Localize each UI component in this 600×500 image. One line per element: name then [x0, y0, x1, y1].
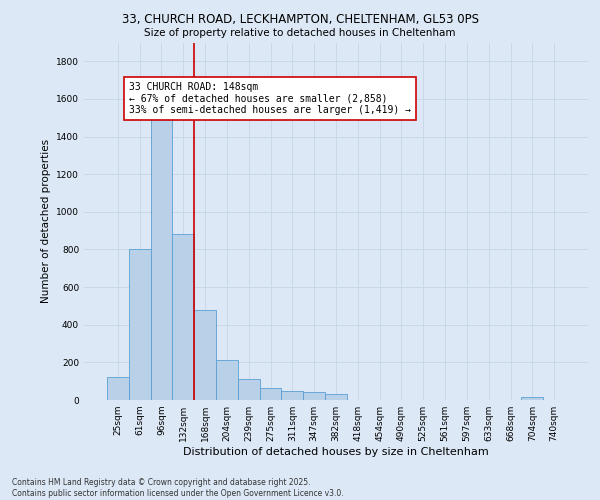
- Bar: [281, 390, 303, 400]
- Bar: [521, 397, 543, 400]
- Y-axis label: Number of detached properties: Number of detached properties: [41, 139, 50, 304]
- X-axis label: Distribution of detached houses by size in Cheltenham: Distribution of detached houses by size …: [183, 447, 489, 457]
- Bar: [238, 380, 260, 400]
- Bar: [216, 360, 238, 400]
- Text: 33, CHURCH ROAD, LECKHAMPTON, CHELTENHAM, GL53 0PS: 33, CHURCH ROAD, LECKHAMPTON, CHELTENHAM…: [121, 12, 479, 26]
- Bar: [303, 392, 325, 400]
- Text: Contains HM Land Registry data © Crown copyright and database right 2025.
Contai: Contains HM Land Registry data © Crown c…: [12, 478, 344, 498]
- Text: 33 CHURCH ROAD: 148sqm
← 67% of detached houses are smaller (2,858)
33% of semi-: 33 CHURCH ROAD: 148sqm ← 67% of detached…: [129, 82, 411, 115]
- Bar: [194, 310, 216, 400]
- Bar: [260, 388, 281, 400]
- Text: Size of property relative to detached houses in Cheltenham: Size of property relative to detached ho…: [144, 28, 456, 38]
- Bar: [151, 118, 172, 400]
- Bar: [172, 234, 194, 400]
- Bar: [325, 394, 347, 400]
- Bar: [129, 250, 151, 400]
- Bar: [107, 378, 129, 400]
